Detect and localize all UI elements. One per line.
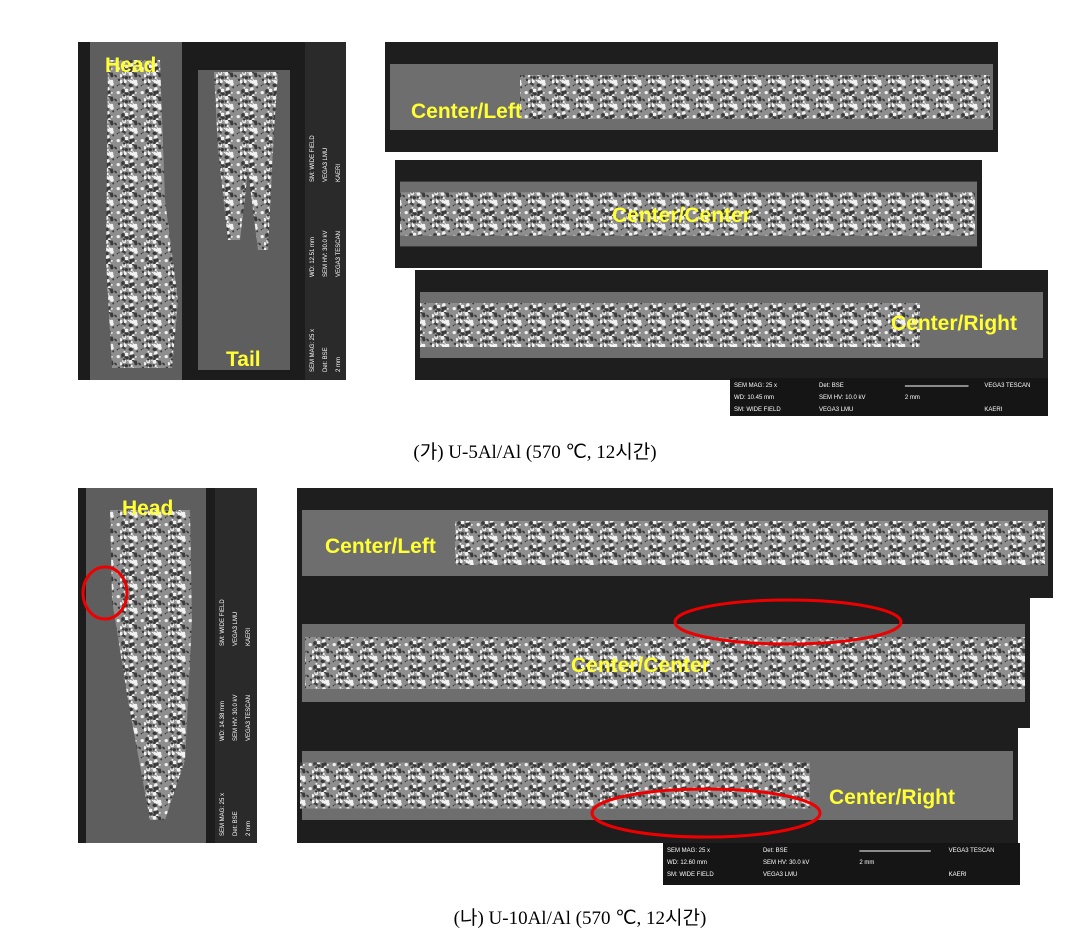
scale-info: Det: BSE: [763, 848, 788, 854]
scale-info: SEM MAG: 25 x: [667, 848, 710, 854]
label: Head: [122, 497, 173, 520]
label: Center/Center: [571, 654, 710, 677]
label: Center/Right: [829, 786, 955, 809]
scale-info: SEM MAG: 25 x: [734, 383, 777, 389]
image-block: [300, 762, 810, 809]
scale-info: Det: BSE: [323, 347, 329, 372]
highlight: [673, 598, 903, 646]
scale-info: VEGA3 LMU: [819, 407, 853, 413]
fuel-core: [106, 60, 178, 368]
scale-info: SEM HV: 30.0 kV: [323, 231, 329, 277]
scale-info: 2 mm: [905, 395, 920, 401]
image-block: [520, 75, 990, 119]
fuel-core: [214, 72, 278, 250]
sem-images: SEM MAG: 25 x WD: 12.51 mm SM: WIDE FIELD D…: [78, 42, 1053, 885]
scale-info: Det: BSE: [233, 811, 239, 836]
label: Center/Left: [325, 535, 436, 558]
caption: (가) U-5Al/Al (570 ℃, 12시간): [413, 441, 656, 463]
label: Center/Center: [612, 204, 751, 227]
label: Center/Left: [411, 100, 522, 123]
scale-info: VEGA3 TESCAN: [984, 383, 1030, 389]
scale-info: VEGA3 TESCAN: [949, 848, 995, 854]
label: Tail: [226, 348, 261, 371]
image-block: [305, 42, 346, 380]
highlight: [81, 565, 129, 621]
scale-info: WD: 12.60 mm: [667, 860, 707, 866]
image-block: [420, 303, 920, 347]
caption: (나) U-10Al/Al (570 ℃, 12시간): [454, 907, 707, 929]
scale-info: WD: 14.38 mm: [220, 701, 226, 741]
scale-info: KAERI: [336, 164, 342, 182]
scale-info: KAERI: [984, 407, 1002, 413]
label: Head: [105, 54, 156, 77]
scale-info: KAERI: [246, 628, 252, 646]
image-block: [663, 843, 1020, 885]
scale-info: SEM MAG: 25 x: [310, 329, 316, 372]
scale-info: 2 mm: [336, 357, 342, 372]
fuel-core: [110, 510, 192, 820]
scale-info: WD: 12.51 mm: [310, 237, 316, 277]
scale-info: VEGA3 LMU: [763, 872, 797, 878]
scale-info: SEM HV: 10.0 kV: [819, 395, 865, 401]
scale-info: SM: WIDE FIELD: [220, 599, 226, 646]
scale-info: KAERI: [949, 872, 967, 878]
image-block: [215, 488, 257, 843]
scale-info: SM: WIDE FIELD: [667, 872, 714, 878]
scale-info: Det: BSE: [819, 383, 844, 389]
scale-info: SEM HV: 30.0 kV: [763, 860, 809, 866]
scale-info: SEM MAG: 25 x: [220, 793, 226, 836]
image-block: [730, 378, 1048, 416]
label: Center/Right: [891, 312, 1017, 335]
scale-info: 2 mm: [246, 821, 252, 836]
scale-info: 2 mm: [859, 860, 874, 866]
scale-info: SM: WIDE FIELD: [310, 135, 316, 182]
scale-info: VEGA3 LMU: [323, 148, 329, 182]
scale-info: VEGA3 LMU: [233, 612, 239, 646]
highlight: [590, 787, 822, 839]
image-block: [455, 521, 1045, 565]
image-block: [305, 637, 1025, 689]
scale-info: VEGA3 TESCAN: [336, 231, 342, 277]
scale-info: WD: 10.45 mm: [734, 395, 774, 401]
scale-info: SM: WIDE FIELD: [734, 407, 781, 413]
red-ellipses: [81, 565, 903, 839]
scale-info: VEGA3 TESCAN: [246, 695, 252, 741]
image-block: [400, 192, 975, 236]
scale-info: SEM HV: 30.0 kV: [233, 695, 239, 741]
